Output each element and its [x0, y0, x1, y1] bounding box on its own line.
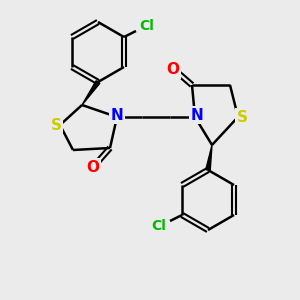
Text: Cl: Cl: [140, 19, 154, 33]
Text: S: S: [236, 110, 247, 124]
Polygon shape: [82, 81, 100, 105]
Text: O: O: [86, 160, 100, 175]
Text: N: N: [111, 107, 123, 122]
Text: N: N: [190, 107, 203, 122]
Text: O: O: [167, 62, 179, 77]
Polygon shape: [206, 145, 212, 170]
Text: S: S: [50, 118, 62, 133]
Text: Cl: Cl: [152, 219, 166, 233]
